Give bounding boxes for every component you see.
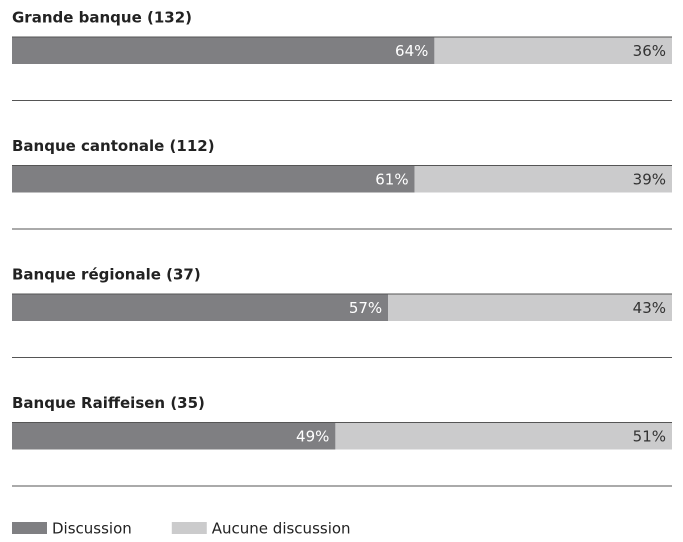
category-title: Banque régionale (37) — [12, 266, 201, 284]
bar-segment — [434, 37, 672, 64]
legend-label: Aucune discussion — [212, 520, 351, 538]
value-label: 49% — [296, 428, 329, 446]
legend-swatch — [171, 522, 207, 534]
category-title: Grande banque (132) — [12, 9, 192, 27]
legend-swatch — [12, 522, 47, 534]
bar-segment — [388, 294, 672, 321]
bar-segment — [12, 37, 435, 64]
value-label: 51% — [633, 428, 666, 446]
bar-segment — [414, 165, 672, 193]
bar-segment — [12, 422, 336, 450]
value-label: 61% — [375, 171, 408, 189]
legend-label: Discussion — [52, 520, 132, 538]
category-title: Banque Raiffeisen (35) — [12, 394, 205, 412]
bar-segment — [12, 294, 389, 321]
value-label: 43% — [633, 299, 666, 317]
value-label: 39% — [633, 171, 666, 189]
bar-segment — [335, 422, 672, 450]
value-label: 64% — [395, 42, 428, 60]
category-title: Banque cantonale (112) — [12, 137, 215, 155]
value-label: 57% — [349, 299, 382, 317]
bar-segment — [12, 165, 415, 193]
value-label: 36% — [633, 42, 666, 60]
